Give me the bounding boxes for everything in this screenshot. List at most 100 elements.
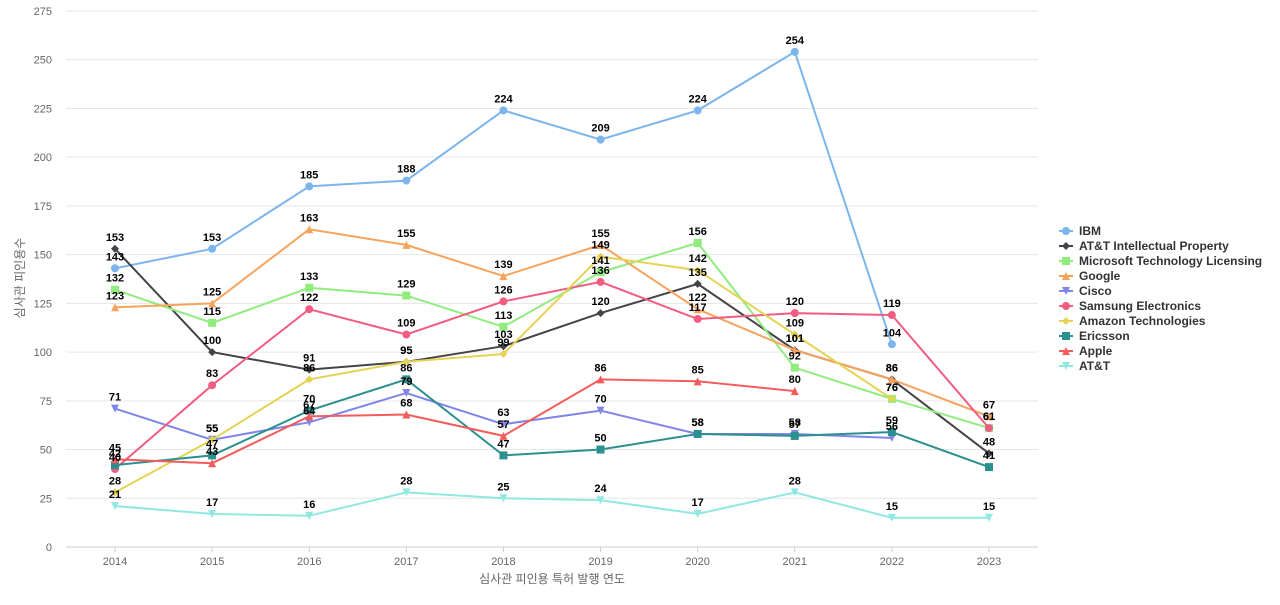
label-layer: 143 153 185 188 224 209 224 254 104 153 100 91 95 103…: [106, 35, 995, 513]
data-label: 135: [688, 267, 706, 279]
legend-marker: [1062, 257, 1070, 265]
data-label: 42: [109, 448, 121, 460]
data-point: [305, 283, 314, 292]
data-point: [596, 496, 605, 505]
data-point: [693, 429, 702, 438]
data-point: [402, 240, 411, 249]
data-label: 109: [397, 318, 415, 330]
data-label: 41: [983, 450, 995, 462]
data-point: [499, 451, 508, 460]
data-label: 153: [106, 232, 124, 244]
x-tick-label: 2019: [588, 556, 612, 568]
legend-item[interactable]: Samsung Electronics: [1059, 299, 1201, 313]
data-label: 115: [203, 306, 221, 318]
data-label: 58: [692, 417, 704, 429]
data-point: [790, 47, 799, 56]
series-2: [111, 238, 993, 433]
data-point: [208, 244, 217, 253]
series-3: [111, 225, 993, 421]
y-tick-label: 250: [34, 55, 52, 67]
y-tick-label: 225: [34, 103, 52, 115]
legend-label: Amazon Technologies: [1079, 314, 1206, 328]
data-label: 80: [789, 374, 801, 386]
data-label: 163: [300, 212, 318, 224]
data-point: [596, 252, 605, 261]
data-point: [790, 488, 799, 497]
series-line: [114, 378, 990, 469]
legend-marker: [1062, 272, 1070, 280]
data-point: [111, 488, 119, 497]
legend-item[interactable]: Microsoft Technology Licensing: [1059, 254, 1262, 268]
y-tick-label: 0: [46, 542, 52, 554]
data-label: 86: [594, 362, 606, 374]
legend-item[interactable]: AT&T Intellectual Property: [1059, 239, 1229, 253]
data-label: 156: [688, 226, 706, 238]
data-label: 117: [689, 302, 707, 314]
y-tick-label: 100: [34, 347, 52, 359]
data-point: [305, 305, 314, 314]
data-label: 120: [786, 296, 804, 308]
data-label: 149: [591, 240, 609, 252]
data-label: 64: [303, 405, 316, 417]
data-label: 61: [983, 411, 995, 423]
legend-item[interactable]: Amazon Technologies: [1059, 314, 1206, 328]
legend-label: IBM: [1079, 224, 1101, 238]
data-label: 59: [886, 415, 898, 427]
data-point: [208, 509, 217, 518]
series-6: [111, 252, 896, 497]
series-line: [114, 280, 990, 470]
legend-label: AT&T Intellectual Property: [1079, 239, 1229, 253]
data-point: [887, 394, 896, 403]
y-tick-label: 275: [34, 6, 52, 18]
data-point: [790, 363, 799, 372]
data-point: [693, 106, 702, 115]
data-label: 122: [688, 292, 706, 304]
data-point: [499, 342, 508, 351]
legend-item[interactable]: Cisco: [1059, 284, 1112, 298]
data-label: 119: [883, 298, 901, 310]
legend-marker: [1062, 227, 1070, 235]
data-label: 17: [692, 497, 704, 509]
series-8: [111, 375, 799, 468]
data-point: [693, 266, 702, 275]
series-1: [111, 244, 993, 458]
data-label: 83: [206, 368, 218, 380]
data-label: 132: [106, 273, 124, 285]
data-point: [985, 463, 993, 472]
legend-label: Samsung Electronics: [1079, 299, 1201, 313]
data-point: [499, 297, 508, 306]
data-label: 224: [494, 93, 513, 105]
data-label: 57: [497, 419, 509, 431]
data-label: 48: [983, 436, 995, 448]
data-label: 17: [206, 497, 218, 509]
legend-label: Apple: [1079, 344, 1113, 358]
legend-item[interactable]: IBM: [1059, 224, 1101, 238]
data-label: 86: [886, 362, 898, 374]
data-label: 43: [206, 446, 218, 458]
series-5: [111, 277, 993, 474]
data-point: [499, 322, 508, 331]
data-label: 141: [591, 255, 609, 267]
legend-item[interactable]: Google: [1059, 269, 1121, 283]
legend-item[interactable]: Apple: [1059, 344, 1113, 358]
data-point: [596, 268, 605, 277]
legend-marker: [1062, 317, 1070, 325]
data-label: 63: [497, 407, 509, 419]
data-label: 120: [591, 296, 609, 308]
data-point: [887, 311, 896, 320]
data-label: 76: [886, 382, 898, 394]
data-point: [985, 424, 993, 433]
data-point: [790, 330, 799, 339]
x-tick-label: 2021: [783, 556, 807, 568]
legend-item[interactable]: AT&T: [1059, 359, 1111, 373]
data-point: [985, 513, 993, 522]
data-point: [596, 135, 605, 144]
legend-label: Ericsson: [1079, 329, 1130, 343]
legend-item[interactable]: Ericsson: [1059, 329, 1130, 343]
data-label: 56: [886, 421, 898, 433]
series-line: [114, 228, 990, 418]
data-label: 113: [495, 310, 513, 322]
data-point: [887, 375, 896, 384]
